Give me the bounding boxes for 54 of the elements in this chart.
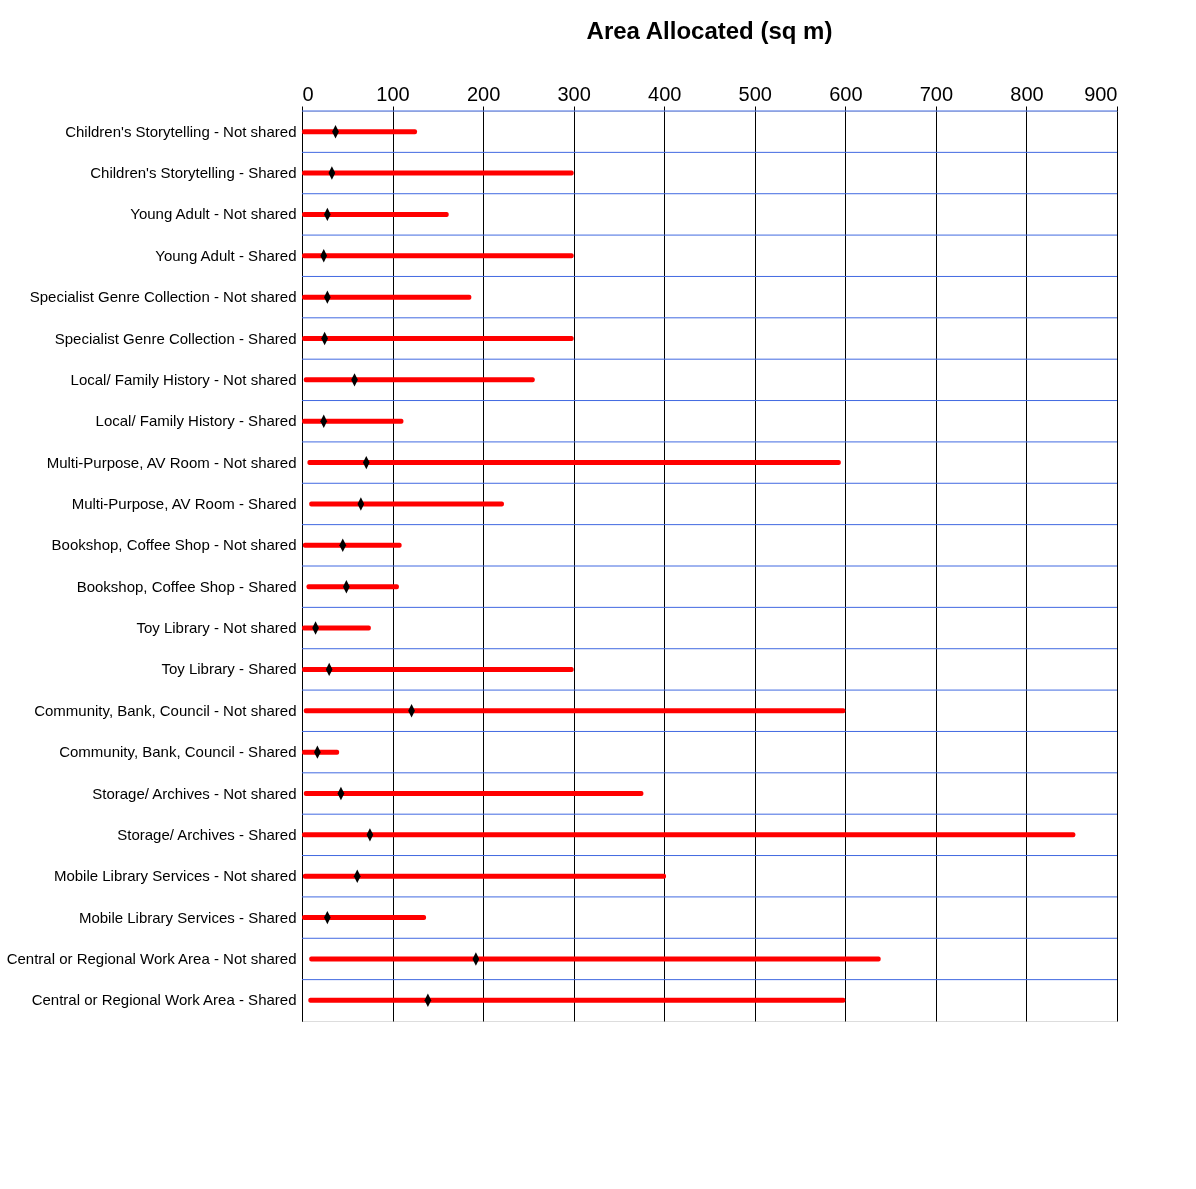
x-tick-label: 100 xyxy=(376,82,410,105)
y-tick-label: Mobile Library Services - Not shared xyxy=(53,867,297,885)
y-tick-label: Community, Bank, Council - Not shared xyxy=(34,701,297,719)
x-tick-label: 900 xyxy=(1084,82,1118,105)
bar xyxy=(309,501,504,507)
bar xyxy=(302,129,418,135)
y-tick-label: Toy Library - Not shared xyxy=(136,619,297,637)
y-tick-label: Multi-Purpose, AV Room - Shared xyxy=(71,494,297,512)
bar xyxy=(303,377,535,383)
x-tick-label: 200 xyxy=(466,82,501,105)
x-tick-label: 800 xyxy=(1010,82,1044,105)
x-tick-label: 500 xyxy=(738,82,772,105)
bar xyxy=(302,418,404,424)
y-tick-label: Children's Storytelling - Not shared xyxy=(65,122,297,140)
x-tick-label: 300 xyxy=(557,82,591,105)
bar xyxy=(306,584,399,590)
bar xyxy=(303,791,644,796)
y-tick-label: Specialist Genre Collection - Shared xyxy=(54,329,297,347)
bar xyxy=(302,170,574,176)
bar xyxy=(302,666,574,672)
bar xyxy=(308,997,846,1003)
y-tick-label: Local/ Family History - Shared xyxy=(95,412,297,430)
y-tick-label: Mobile Library Services - Shared xyxy=(78,908,297,926)
y-tick-label: Multi-Purpose, AV Room - Not shared xyxy=(46,453,297,471)
y-tick-label: Central or Regional Work Area - Not shared xyxy=(6,949,297,967)
y-tick-label: Community, Bank, Council - Shared xyxy=(59,743,297,761)
x-tick-label: 600 xyxy=(829,82,863,105)
y-tick-label: Storage/ Archives - Not shared xyxy=(92,784,297,802)
x-tick-label: 400 xyxy=(648,82,682,105)
y-tick-label: Specialist Genre Collection - Not shared xyxy=(29,288,297,306)
bar xyxy=(309,956,881,962)
y-tick-label: Young Adult - Shared xyxy=(155,246,297,264)
x-tick-label: 0 xyxy=(302,82,314,105)
y-tick-label: Bookshop, Coffee Shop - Shared xyxy=(76,577,297,595)
y-tick-label: Local/ Family History - Not shared xyxy=(70,370,297,388)
bar xyxy=(302,211,449,217)
y-tick-label: Toy Library - Shared xyxy=(161,660,297,678)
bar xyxy=(302,336,574,341)
bar xyxy=(302,873,667,879)
bar xyxy=(302,253,574,259)
chart-title: Area Allocated (sq m) xyxy=(586,17,833,44)
y-tick-label: Storage/ Archives - Shared xyxy=(117,825,297,843)
bar xyxy=(302,915,427,921)
bar xyxy=(302,832,1076,838)
bar xyxy=(302,294,472,300)
x-tick-label: 700 xyxy=(919,82,954,105)
y-tick-label: Young Adult - Not shared xyxy=(130,205,297,223)
y-tick-label: Bookshop, Coffee Shop - Not shared xyxy=(51,536,297,554)
y-tick-label: Central or Regional Work Area - Shared xyxy=(31,991,297,1009)
y-tick-label: Children's Storytelling - Shared xyxy=(90,164,297,182)
bar xyxy=(302,625,371,631)
bar xyxy=(307,460,841,466)
bar xyxy=(303,708,846,714)
bar xyxy=(302,542,402,548)
